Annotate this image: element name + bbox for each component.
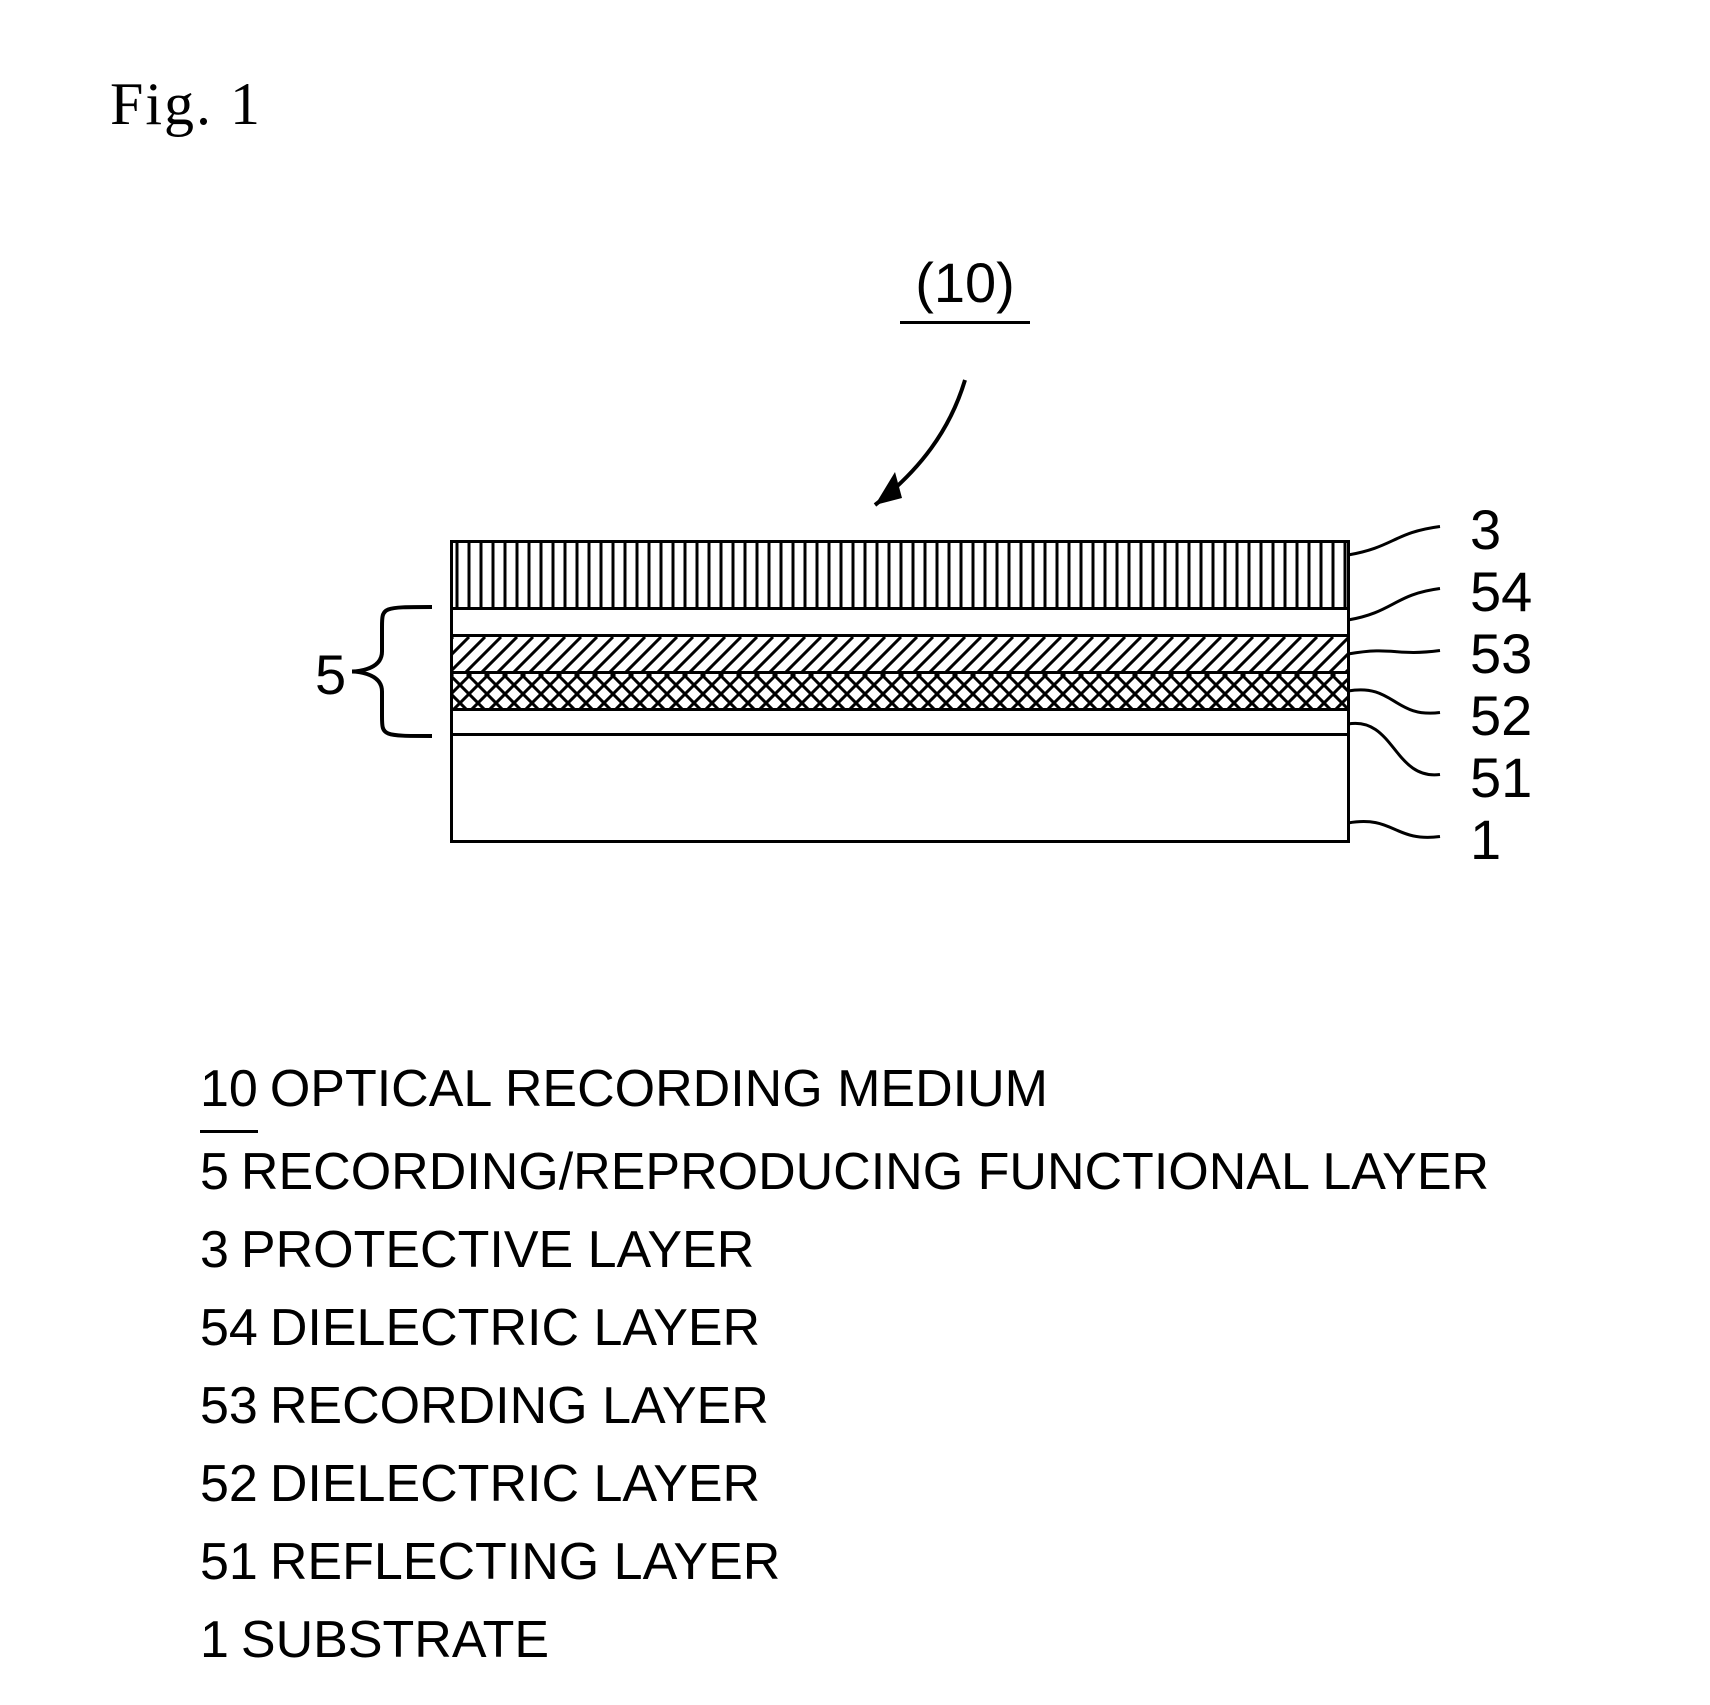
legend-text: DIELECTRIC LAYER [270, 1445, 760, 1523]
legend-num: 5 [200, 1133, 229, 1211]
legend-text: PROTECTIVE LAYER [241, 1211, 754, 1289]
legend-text: REFLECTING LAYER [270, 1523, 780, 1601]
layer-label-3: 3 [1470, 497, 1501, 562]
layer-label-53: 53 [1470, 621, 1532, 686]
legend-row: 52DIELECTRIC LAYER [200, 1445, 1489, 1523]
legend-row: 53RECORDING LAYER [200, 1367, 1489, 1445]
legend-text: OPTICAL RECORDING MEDIUM [270, 1050, 1048, 1128]
legend: 10OPTICAL RECORDING MEDIUM5RECORDING/REP… [200, 1050, 1489, 1679]
legend-row: 10OPTICAL RECORDING MEDIUM [200, 1050, 1489, 1133]
legend-num: 1 [200, 1601, 229, 1679]
legend-num: 53 [200, 1367, 258, 1445]
legend-row: 1SUBSTRATE [200, 1601, 1489, 1679]
page: Fig. 1 (10) 5 3545352511 10OPTICAL RECOR… [0, 0, 1710, 1705]
legend-num: 52 [200, 1445, 258, 1523]
layer-label-52: 52 [1470, 683, 1532, 748]
legend-num: 54 [200, 1289, 258, 1367]
legend-row: 51REFLECTING LAYER [200, 1523, 1489, 1601]
legend-text: SUBSTRATE [241, 1601, 549, 1679]
legend-text: RECORDING/REPRODUCING FUNCTIONAL LAYER [241, 1133, 1489, 1211]
legend-num: 10 [200, 1050, 258, 1133]
layer-label-1: 1 [1470, 807, 1501, 872]
legend-row: 54DIELECTRIC LAYER [200, 1289, 1489, 1367]
legend-text: RECORDING LAYER [270, 1367, 769, 1445]
legend-row: 3PROTECTIVE LAYER [200, 1211, 1489, 1289]
legend-text: DIELECTRIC LAYER [270, 1289, 760, 1367]
legend-num: 3 [200, 1211, 229, 1289]
layer-label-51: 51 [1470, 745, 1532, 810]
legend-num: 51 [200, 1523, 258, 1601]
layer-label-54: 54 [1470, 559, 1532, 624]
legend-row: 5RECORDING/REPRODUCING FUNCTIONAL LAYER [200, 1133, 1489, 1211]
